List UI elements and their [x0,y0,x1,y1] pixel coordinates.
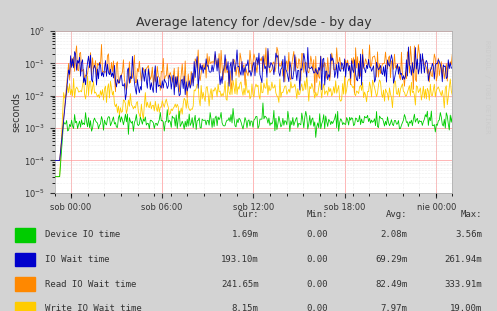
Bar [15,302,35,311]
Text: IO Wait time: IO Wait time [45,255,109,264]
Text: Device IO time: Device IO time [45,230,120,239]
Bar [15,277,35,291]
Y-axis label: seconds: seconds [11,92,21,132]
Bar [15,228,35,242]
Text: 69.29m: 69.29m [375,255,408,264]
Text: 261.94m: 261.94m [444,255,482,264]
Text: 2.08m: 2.08m [381,230,408,239]
Text: Read IO Wait time: Read IO Wait time [45,280,136,289]
Title: Average latency for /dev/sde - by day: Average latency for /dev/sde - by day [136,16,371,29]
Text: 0.00: 0.00 [307,255,328,264]
Text: 193.10m: 193.10m [221,255,258,264]
Text: Cur:: Cur: [237,210,258,219]
Text: 82.49m: 82.49m [375,280,408,289]
Text: Write IO Wait time: Write IO Wait time [45,304,142,311]
Text: Max:: Max: [461,210,482,219]
Text: 3.56m: 3.56m [455,230,482,239]
Text: RRDTOOL / TOBI OETIKER: RRDTOOL / TOBI OETIKER [484,40,490,134]
Text: 241.65m: 241.65m [221,280,258,289]
Text: 0.00: 0.00 [307,230,328,239]
Text: 7.97m: 7.97m [381,304,408,311]
Text: 1.69m: 1.69m [232,230,258,239]
Text: 8.15m: 8.15m [232,304,258,311]
Text: 0.00: 0.00 [307,280,328,289]
Text: 19.00m: 19.00m [450,304,482,311]
Text: 333.91m: 333.91m [444,280,482,289]
Bar [15,253,35,266]
Text: 0.00: 0.00 [307,304,328,311]
Text: Min:: Min: [307,210,328,219]
Text: Avg:: Avg: [386,210,408,219]
